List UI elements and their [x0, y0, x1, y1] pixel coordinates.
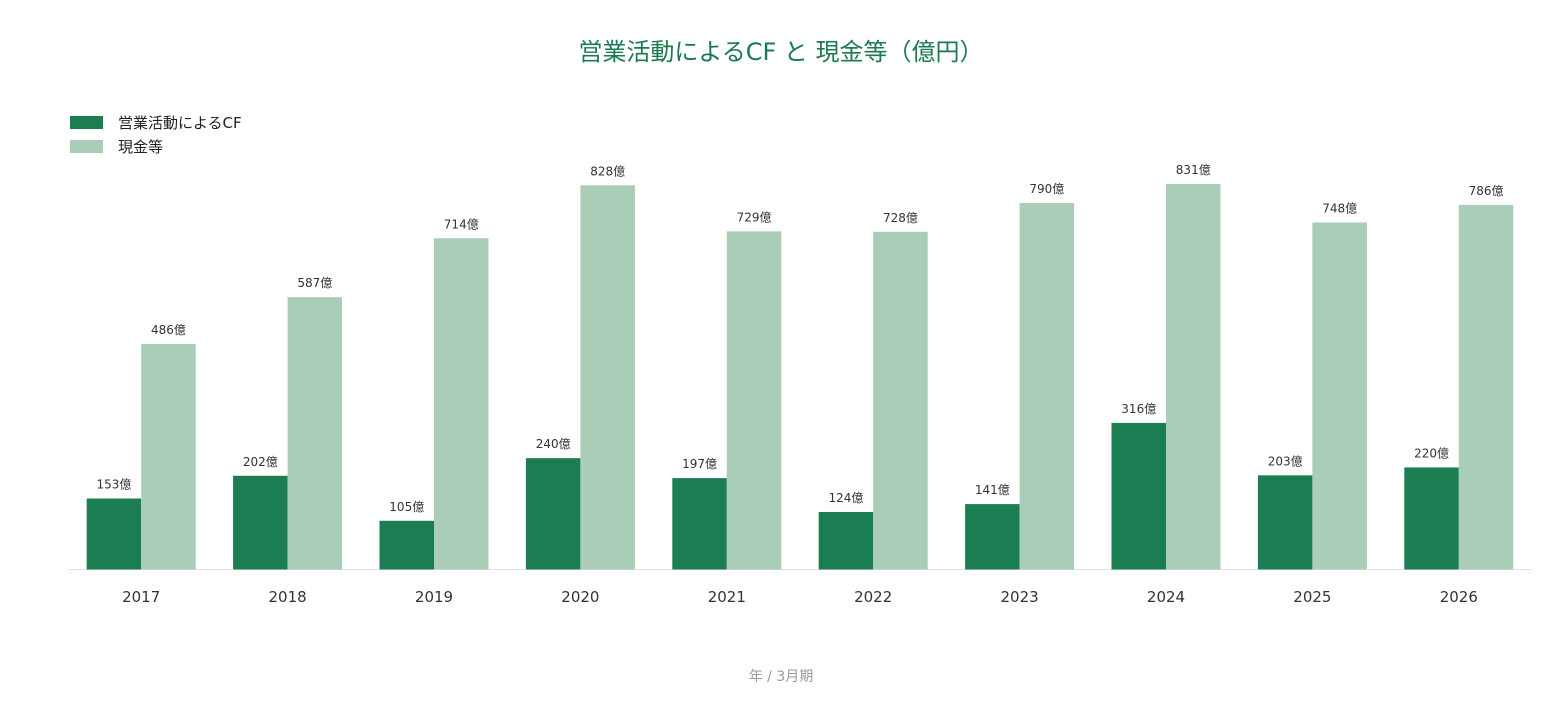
x-tick-label-2018: 2018 [269, 588, 307, 606]
bar-cash-2022 [873, 231, 928, 570]
data-label-operating-cf-2023: 141億 [975, 483, 1010, 497]
data-label-operating-cf-2022: 124億 [828, 491, 863, 505]
bar-cash-2025 [1312, 222, 1367, 570]
bar-operating-cf-2019 [379, 520, 434, 570]
bar-operating-cf-2021 [672, 478, 727, 570]
legend-label-cash: 現金等 [118, 137, 164, 156]
data-label-operating-cf-2019: 105億 [389, 500, 424, 514]
x-tick-label-2021: 2021 [708, 588, 746, 606]
bar-operating-cf-2023 [965, 504, 1020, 570]
data-label-cash-2019: 714億 [444, 217, 479, 231]
bar-operating-cf-2018 [233, 475, 288, 570]
legend-label-operating-cf: 営業活動によるCF [118, 113, 242, 132]
bar-cash-2023 [1019, 203, 1075, 570]
x-tick-label-2017: 2017 [122, 588, 160, 606]
data-label-cash-2024: 831億 [1176, 163, 1211, 177]
data-label-cash-2020: 828億 [590, 164, 625, 178]
x-tick-label-2024: 2024 [1147, 588, 1185, 606]
bar-cash-2024 [1166, 184, 1221, 570]
data-label-cash-2026: 786億 [1469, 184, 1504, 198]
legend: 営業活動によるCF 現金等 [70, 110, 242, 158]
bar-cash-2017 [141, 344, 196, 570]
x-tick-label-2020: 2020 [561, 588, 599, 606]
bar-cash-2021 [726, 231, 782, 570]
bar-cash-2026 [1458, 204, 1514, 570]
data-label-operating-cf-2020: 240億 [536, 437, 571, 451]
x-axis-label: 年 / 3月期 [748, 669, 814, 685]
bar-operating-cf-2017 [86, 498, 142, 570]
x-tick-label-2019: 2019 [415, 588, 453, 606]
bar-cash-2019 [434, 238, 489, 570]
data-label-cash-2017: 486億 [151, 323, 186, 337]
bar-operating-cf-2024 [1111, 422, 1166, 570]
legend-item-cash: 現金等 [70, 134, 242, 158]
x-tick-label-2023: 2023 [1001, 588, 1039, 606]
bar-cash-2020 [580, 185, 635, 570]
data-label-cash-2018: 587億 [297, 276, 332, 290]
bar-cash-2018 [287, 297, 343, 570]
data-label-operating-cf-2024: 316億 [1121, 402, 1156, 416]
legend-swatch-operating-cf [70, 115, 103, 129]
chart-title: 営業活動によるCF と 現金等（億円） [578, 38, 984, 66]
data-label-operating-cf-2025: 203億 [1268, 454, 1303, 468]
legend-item-operating-cf: 営業活動によるCF [70, 110, 242, 134]
data-label-cash-2025: 748億 [1322, 202, 1357, 216]
bar-operating-cf-2022 [818, 511, 874, 570]
x-tick-label-2026: 2026 [1440, 588, 1478, 606]
data-label-operating-cf-2026: 220億 [1414, 446, 1449, 460]
data-label-cash-2023: 790億 [1029, 182, 1064, 196]
data-label-cash-2021: 729億 [737, 210, 772, 224]
data-label-cash-2022: 728億 [883, 211, 918, 225]
x-tick-label-2022: 2022 [854, 588, 892, 606]
bar-operating-cf-2026 [1404, 467, 1459, 570]
legend-swatch-cash [70, 139, 103, 153]
bar-operating-cf-2020 [525, 458, 581, 570]
data-label-operating-cf-2017: 153億 [96, 478, 131, 492]
data-label-operating-cf-2018: 202億 [243, 455, 278, 469]
data-label-operating-cf-2021: 197億 [682, 457, 717, 471]
x-tick-label-2025: 2025 [1293, 588, 1331, 606]
bar-operating-cf-2025 [1257, 475, 1313, 570]
